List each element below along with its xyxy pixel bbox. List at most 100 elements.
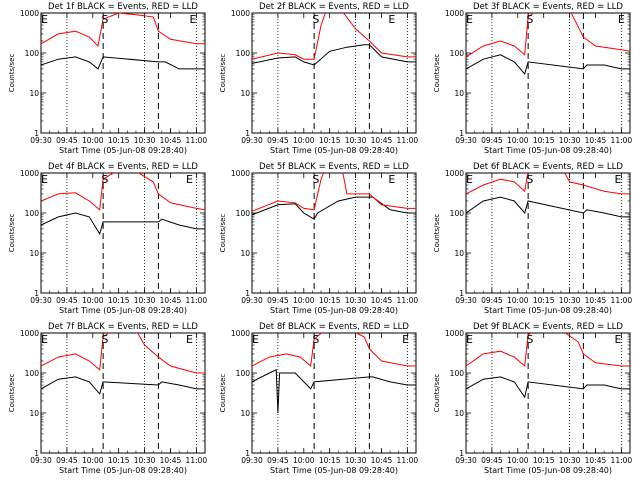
chart-2-xtick-label: 11:00 (397, 136, 419, 145)
chart-8-xtick-label: 09:45 (267, 456, 289, 465)
chart-7-xtick-label: 11:00 (186, 456, 208, 465)
chart-8-xtick-label: 10:30 (345, 456, 367, 465)
chart-1-xtick-label: 09:45 (56, 136, 78, 145)
chart-6-xtick-label: 10:45 (585, 296, 607, 305)
chart-4-ytick-label: 100 (25, 209, 40, 218)
chart-8: Det 8f BLACK = Events, RED = LLD 1 10 100 10… (219, 322, 418, 475)
chart-1-marker-s: S (101, 13, 108, 26)
chart-4-marker-e: E (186, 173, 193, 186)
chart-5-xtick-label: 11:00 (397, 296, 419, 305)
chart-5-xtick-label: 10:00 (293, 296, 315, 305)
chart-4-xtick-label: 09:45 (56, 296, 78, 305)
chart-7-marker-s: S (101, 333, 108, 346)
chart-3-xtick-label: 10:00 (507, 136, 529, 145)
chart-5-ytick-label: 100 (236, 209, 251, 218)
chart-9-ytick-label: 10 (454, 409, 464, 418)
chart-3-marker-e: E (618, 13, 625, 26)
chart-1-frame (40, 12, 206, 134)
chart-5-ytick-label: 1 (245, 289, 250, 298)
chart-9-frame (465, 332, 631, 454)
chart-3-marker-s: S (526, 13, 533, 26)
chart-7-frame (40, 332, 206, 454)
chart-6-xtick-label: 10:30 (559, 296, 581, 305)
chart-6-ytick-label: 10 (454, 249, 464, 258)
chart-1-ytick-label: 1 (34, 129, 39, 138)
chart-1-ytick-label: 100 (25, 49, 40, 58)
chart-2-marker-s: S (312, 13, 319, 26)
chart-6-series-black (466, 196, 630, 218)
chart-4: Det 4f BLACK = Events, RED = LLD 1 10 100 10… (8, 162, 207, 315)
chart-1-xtick-label: 11:00 (186, 136, 208, 145)
chart-8-xtick-label: 10:00 (293, 456, 315, 465)
chart-6-marker-e: E (466, 173, 473, 186)
chart-4-marker-s: S (101, 173, 108, 186)
chart-7-ytick-label: 1000 (20, 329, 39, 338)
chart-7-series-red (41, 333, 205, 374)
chart-2-xtick-label: 10:00 (293, 136, 315, 145)
chart-1-marker-e: E (189, 13, 196, 26)
chart-8-title: Det 8f BLACK = Events, RED = LLD (259, 322, 409, 332)
chart-3-xlabel: Start Time (05-Jun-08 09:28:40) (484, 146, 612, 155)
chart-3-title: Det 3f BLACK = Events, RED = LLD (473, 2, 623, 12)
chart-8-xtick-label: 10:45 (371, 456, 393, 465)
chart-2-marker-e: E (388, 13, 395, 26)
chart-8-ytick-label: 10 (240, 409, 250, 418)
chart-7-xtick-label: 10:45 (160, 456, 182, 465)
chart-5-xtick-label: 09:30 (241, 296, 263, 305)
chart-9-ylabel: Counts/sec (433, 374, 441, 413)
chart-1-xtick-label: 10:00 (82, 136, 104, 145)
chart-3: Det 3f BLACK = Events, RED = LLD 1 10 100 10… (433, 2, 632, 155)
chart-4-xtick-label: 09:30 (30, 296, 52, 305)
chart-1-series-red (41, 13, 205, 48)
chart-1-xtick-label: 10:45 (160, 136, 182, 145)
chart-7: Det 7f BLACK = Events, RED = LLD 1 10 100 10… (8, 322, 207, 475)
chart-6-marker-s: S (526, 173, 533, 186)
chart-8-ytick-label: 1 (245, 449, 250, 458)
chart-8-marker-e: E (402, 333, 409, 346)
chart-9-xtick-label: 11:00 (611, 456, 633, 465)
chart-4-xtick-label: 10:30 (134, 296, 156, 305)
chart-4-xlabel: Start Time (05-Jun-08 09:28:40) (59, 306, 187, 315)
chart-2: Det 2f BLACK = Events, RED = LLD 1 10 100 10… (219, 2, 419, 155)
chart-9-xtick-label: 10:00 (507, 456, 529, 465)
chart-9-marker-s: S (526, 333, 533, 346)
chart-1-title: Det 1f BLACK = Events, RED = LLD (48, 2, 198, 12)
chart-2-xlabel: Start Time (05-Jun-08 09:28:40) (270, 146, 398, 155)
chart-8-ytick-label: 1000 (231, 329, 250, 338)
chart-3-series-red (466, 13, 630, 58)
chart-9-ytick-label: 1000 (445, 329, 464, 338)
chart-7-series-black (41, 376, 205, 395)
chart-7-ytick-label: 100 (25, 369, 40, 378)
chart-9-xtick-label: 10:15 (533, 456, 555, 465)
chart-8-marker-s: S (312, 333, 319, 346)
chart-5-ytick-label: 10 (240, 249, 250, 258)
chart-3-xtick-label: 11:00 (611, 136, 633, 145)
chart-4-ytick-label: 1000 (20, 169, 39, 178)
chart-1-xtick-label: 09:30 (30, 136, 52, 145)
chart-6-xtick-label: 09:45 (481, 296, 503, 305)
chart-7-xtick-label: 10:30 (134, 456, 156, 465)
chart-9-xtick-label: 09:30 (455, 456, 477, 465)
chart-7-xtick-label: 10:00 (82, 456, 104, 465)
chart-4-xtick-label: 10:45 (160, 296, 182, 305)
chart-1-xtick-label: 10:15 (108, 136, 130, 145)
chart-5-ylabel: Counts/sec (219, 214, 227, 253)
chart-8-frame (251, 332, 417, 454)
chart-2-ytick-label: 10 (240, 89, 250, 98)
chart-1-ytick-label: 10 (29, 89, 39, 98)
chart-3-ytick-label: 10 (454, 89, 464, 98)
chart-1: Det 1f BLACK = Events, RED = LLD 1 10 100 10… (8, 2, 207, 155)
chart-2-series-red (252, 13, 416, 60)
chart-2-frame (251, 12, 417, 134)
chart-4-xtick-label: 10:00 (82, 296, 104, 305)
chart-4-ytick-label: 10 (29, 249, 39, 258)
chart-6-ytick-label: 1 (459, 289, 464, 298)
chart-6-xtick-label: 10:15 (533, 296, 555, 305)
chart-5-series-red (252, 173, 416, 212)
chart-5-xlabel: Start Time (05-Jun-08 09:28:40) (270, 306, 398, 315)
chart-6-xtick-label: 09:30 (455, 296, 477, 305)
chart-5-frame (251, 172, 417, 294)
chart-6-xlabel: Start Time (05-Jun-08 09:28:40) (484, 306, 612, 315)
chart-1-xlabel: Start Time (05-Jun-08 09:28:40) (59, 146, 187, 155)
chart-4-series-red (41, 173, 205, 211)
